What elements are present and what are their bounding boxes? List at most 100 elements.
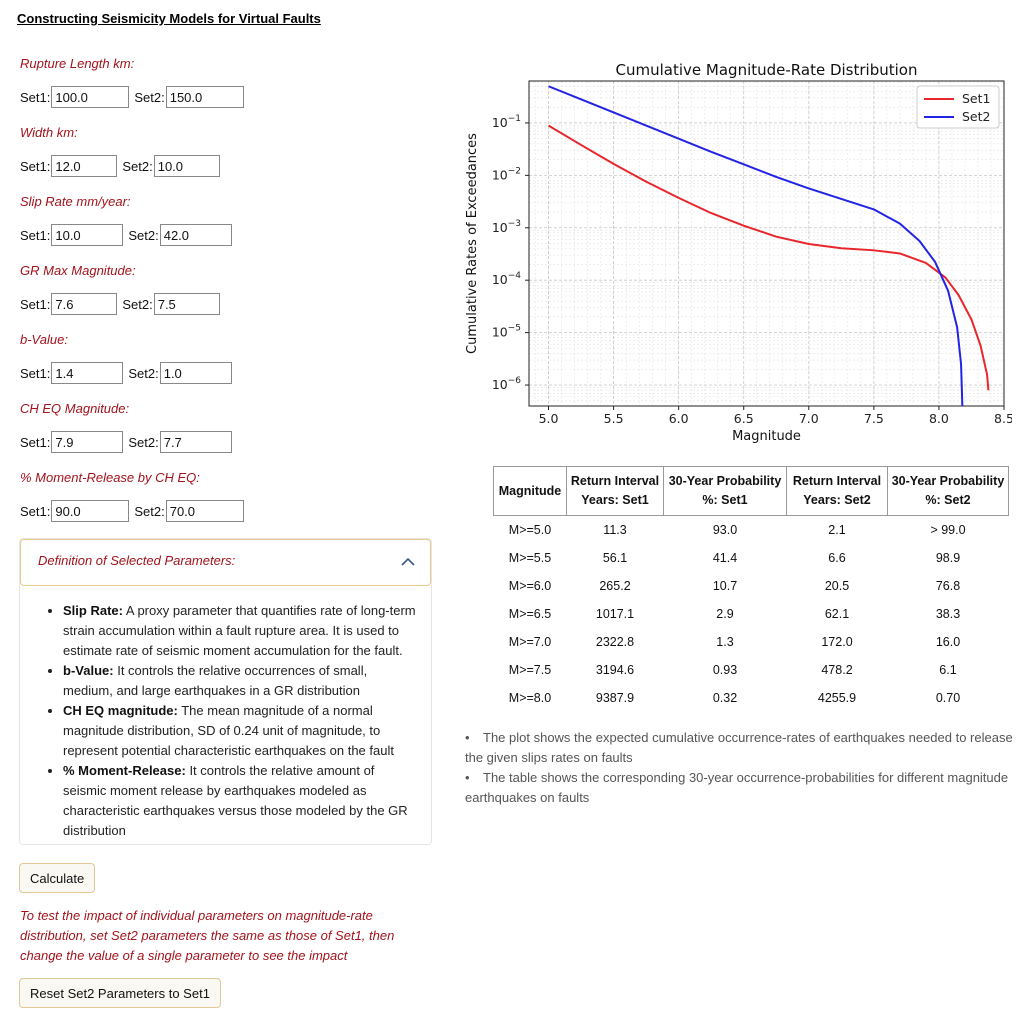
moment-release-label: % Moment-Release by CH EQ: xyxy=(20,470,200,485)
y-tick-label: 10−2 xyxy=(492,166,521,182)
table-cell: 6.6 xyxy=(828,551,846,565)
gr-max-magnitude-set1-input[interactable] xyxy=(51,293,118,315)
definition-item: % Moment-Release: It controls the relati… xyxy=(63,761,420,841)
y-tick-label: 10−4 xyxy=(492,271,521,287)
table-cell: M>=5.0 xyxy=(508,523,552,537)
rupture-length-set2-input[interactable] xyxy=(165,86,244,108)
moment-release-set2-input[interactable] xyxy=(165,500,244,522)
slip-rate-set1-input[interactable] xyxy=(51,224,124,246)
legend-label: Set2 xyxy=(962,109,990,124)
ch-eq-magnitude-set1-input[interactable] xyxy=(51,431,124,453)
table-cell: 93.0 xyxy=(712,523,738,537)
gr-max-magnitude-row: Set1: Set2: xyxy=(20,293,220,315)
series-line-set1 xyxy=(548,124,990,391)
set2-label: Set2: xyxy=(134,89,165,105)
set1-label: Set1: xyxy=(20,158,51,174)
table-cell: M>=6.5 xyxy=(508,607,552,621)
set2-label: Set2: xyxy=(128,227,159,243)
table-cell: 38.3 xyxy=(935,607,961,621)
definition-text: The mean magnitude of a normal magnitude… xyxy=(63,703,394,758)
table-row: M>=5.5 56.1 41.4 6.6 98.9 xyxy=(494,544,1009,572)
table-row: M>=6.0 265.2 10.7 20.5 76.8 xyxy=(494,572,1009,600)
table-cell: 10.7 xyxy=(712,579,738,593)
definition-term: b-Value: xyxy=(63,663,114,678)
table-cell: 9387.9 xyxy=(595,691,635,705)
set1-label: Set1: xyxy=(20,503,51,519)
x-tick-label: 8.0 xyxy=(929,411,949,426)
definition-term: CH EQ magnitude: xyxy=(63,703,178,718)
column-header: Return Interval Years: Set2 xyxy=(786,466,888,516)
set2-label: Set2: xyxy=(128,365,159,381)
definitions-body: Slip Rate: A proxy parameter that quanti… xyxy=(50,601,420,841)
y-tick-base: 10 xyxy=(492,377,508,392)
width-set2-input[interactable] xyxy=(153,155,220,177)
b-value-row: Set1: Set2: xyxy=(20,362,232,384)
x-tick-label: 8.5 xyxy=(994,411,1012,426)
list-item: The table shows the corresponding 30-yea… xyxy=(465,768,1018,808)
table-cell: 0.70 xyxy=(935,691,961,705)
chart-title: Cumulative Magnitude-Rate Distribution xyxy=(616,61,918,79)
y-tick-label: 10−1 xyxy=(492,114,521,130)
table-cell: 265.2 xyxy=(599,579,631,593)
b-value-label: b-Value: xyxy=(20,332,68,347)
chevron-up-icon[interactable] xyxy=(399,553,417,571)
table-cell: 76.8 xyxy=(935,579,961,593)
table-cell: 3194.6 xyxy=(595,663,635,677)
y-tick-label: 10−5 xyxy=(492,324,521,340)
definition-text: A proxy parameter that quantifies rate o… xyxy=(63,603,416,658)
table-header-row: Magnitude Return Interval Years: Set1 30… xyxy=(493,466,1009,516)
set1-label: Set1: xyxy=(20,89,51,105)
table-cell: 478.2 xyxy=(821,663,853,677)
gr-max-magnitude-set2-input[interactable] xyxy=(153,293,220,315)
series-line-set2 xyxy=(548,85,964,407)
y-tick-exponent: −4 xyxy=(508,271,522,281)
page-title: Constructing Seismicity Models for Virtu… xyxy=(17,11,321,26)
slip-rate-set2-input[interactable] xyxy=(159,224,232,246)
x-tick-label: 6.5 xyxy=(734,411,754,426)
definitions-accordion: Definition of Selected Parameters: Slip … xyxy=(19,538,432,845)
table-cell: 4255.9 xyxy=(817,691,857,705)
table-cell: > 99.0 xyxy=(930,523,966,537)
list-item: The plot shows the expected cumulative o… xyxy=(465,728,1018,768)
ch-eq-magnitude-label: CH EQ Magnitude: xyxy=(20,401,130,416)
table-row: M>=7.0 2322.8 1.3 172.0 16.0 xyxy=(494,628,1009,656)
plot-frame xyxy=(528,80,1005,407)
moment-release-set1-input[interactable] xyxy=(51,500,130,522)
definition-text: It controls the relative amount of seism… xyxy=(63,763,408,838)
column-header: 30-Year Probability %: Set2 xyxy=(887,466,1009,516)
x-tick-label: 6.0 xyxy=(669,411,689,426)
table-cell: 0.32 xyxy=(712,691,738,705)
table-cell: M>=7.0 xyxy=(508,635,552,649)
definition-item: b-Value: It controls the relative occurr… xyxy=(63,661,420,701)
table-cell: 1.3 xyxy=(716,635,734,649)
column-header: Magnitude xyxy=(493,466,567,516)
ch-eq-magnitude-set2-input[interactable] xyxy=(159,431,232,453)
set2-label: Set2: xyxy=(128,434,159,450)
set1-label: Set1: xyxy=(20,365,51,381)
width-set1-input[interactable] xyxy=(51,155,118,177)
calculate-button[interactable]: Calculate xyxy=(19,863,96,893)
chart-notes: The plot shows the expected cumulative o… xyxy=(465,728,1018,808)
x-tick-label: 5.5 xyxy=(604,411,624,426)
x-tick-label: 7.5 xyxy=(864,411,884,426)
y-tick-label: 10−3 xyxy=(492,219,521,235)
set1-label: Set1: xyxy=(20,296,51,312)
table-cell: 20.5 xyxy=(824,579,850,593)
table-cell: 41.4 xyxy=(712,551,738,565)
x-tick-label: 5.0 xyxy=(539,411,559,426)
y-tick-exponent: −6 xyxy=(508,376,522,386)
legend-label: Set1 xyxy=(962,91,990,106)
rupture-length-set1-input[interactable] xyxy=(51,86,130,108)
results-table: Magnitude Return Interval Years: Set1 30… xyxy=(493,466,1009,712)
b-value-set2-input[interactable] xyxy=(159,362,232,384)
definition-item: Slip Rate: A proxy parameter that quanti… xyxy=(63,601,420,661)
definitions-accordion-header[interactable]: Definition of Selected Parameters: xyxy=(20,539,431,586)
table-cell: M>=5.5 xyxy=(508,551,552,565)
b-value-set1-input[interactable] xyxy=(51,362,124,384)
table-cell: 0.93 xyxy=(712,663,738,677)
table-cell: 16.0 xyxy=(935,635,961,649)
column-header: Return Interval Years: Set1 xyxy=(566,466,664,516)
reset-set2-button[interactable]: Reset Set2 Parameters to Set1 xyxy=(19,978,221,1008)
table-cell: 2.9 xyxy=(716,607,734,621)
y-tick-base: 10 xyxy=(492,325,508,340)
